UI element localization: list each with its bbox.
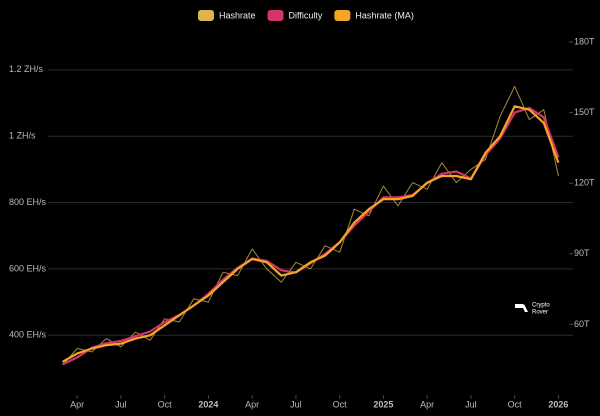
legend: Hashrate Difficulty Hashrate (MA) bbox=[198, 10, 414, 21]
watermark: Crypto Rover bbox=[515, 303, 550, 316]
y2-tick-label: 90T bbox=[574, 248, 590, 258]
legend-swatch bbox=[198, 10, 214, 21]
x-tick-label: 2024 bbox=[198, 399, 218, 409]
x-tick-label: Oct bbox=[508, 399, 523, 409]
y-tick-label: 1.2 ZH/s bbox=[9, 64, 44, 74]
series-line bbox=[62, 105, 560, 363]
x-tick-label: Apr bbox=[70, 399, 84, 409]
y-tick-label: 800 EH/s bbox=[9, 197, 47, 207]
legend-swatch bbox=[267, 10, 284, 21]
x-tick-label: Oct bbox=[158, 399, 173, 409]
x-tick-label: Jul bbox=[115, 399, 127, 409]
y2-tick-label: 60T bbox=[574, 319, 590, 329]
watermark-text: Crypto bbox=[532, 303, 550, 309]
y2-tick-label: 180T bbox=[574, 36, 595, 46]
watermark-text: Rover bbox=[532, 310, 548, 316]
legend-label: Hashrate (MA) bbox=[355, 10, 414, 20]
y-tick-label: 1 ZH/s bbox=[9, 131, 36, 141]
x-tick-label: Jul bbox=[465, 399, 477, 409]
series-line bbox=[62, 85, 559, 366]
legend-swatch bbox=[334, 10, 351, 21]
legend-label: Difficulty bbox=[289, 10, 323, 20]
x-tick-label: Oct bbox=[333, 399, 348, 409]
y-tick-label: 400 EH/s bbox=[9, 330, 47, 340]
y2-tick-label: 150T bbox=[574, 107, 595, 117]
y2-tick-label: 120T bbox=[574, 178, 595, 188]
x-tick-label: 2026 bbox=[548, 399, 568, 409]
legend-label: Hashrate bbox=[219, 10, 256, 20]
x-tick-label: Apr bbox=[420, 399, 434, 409]
y-tick-label: 600 EH/s bbox=[9, 263, 47, 273]
x-tick-label: Apr bbox=[245, 399, 259, 409]
watermark-logo bbox=[515, 304, 528, 312]
x-tick-label: Jul bbox=[290, 399, 302, 409]
x-tick-label: 2025 bbox=[373, 399, 393, 409]
